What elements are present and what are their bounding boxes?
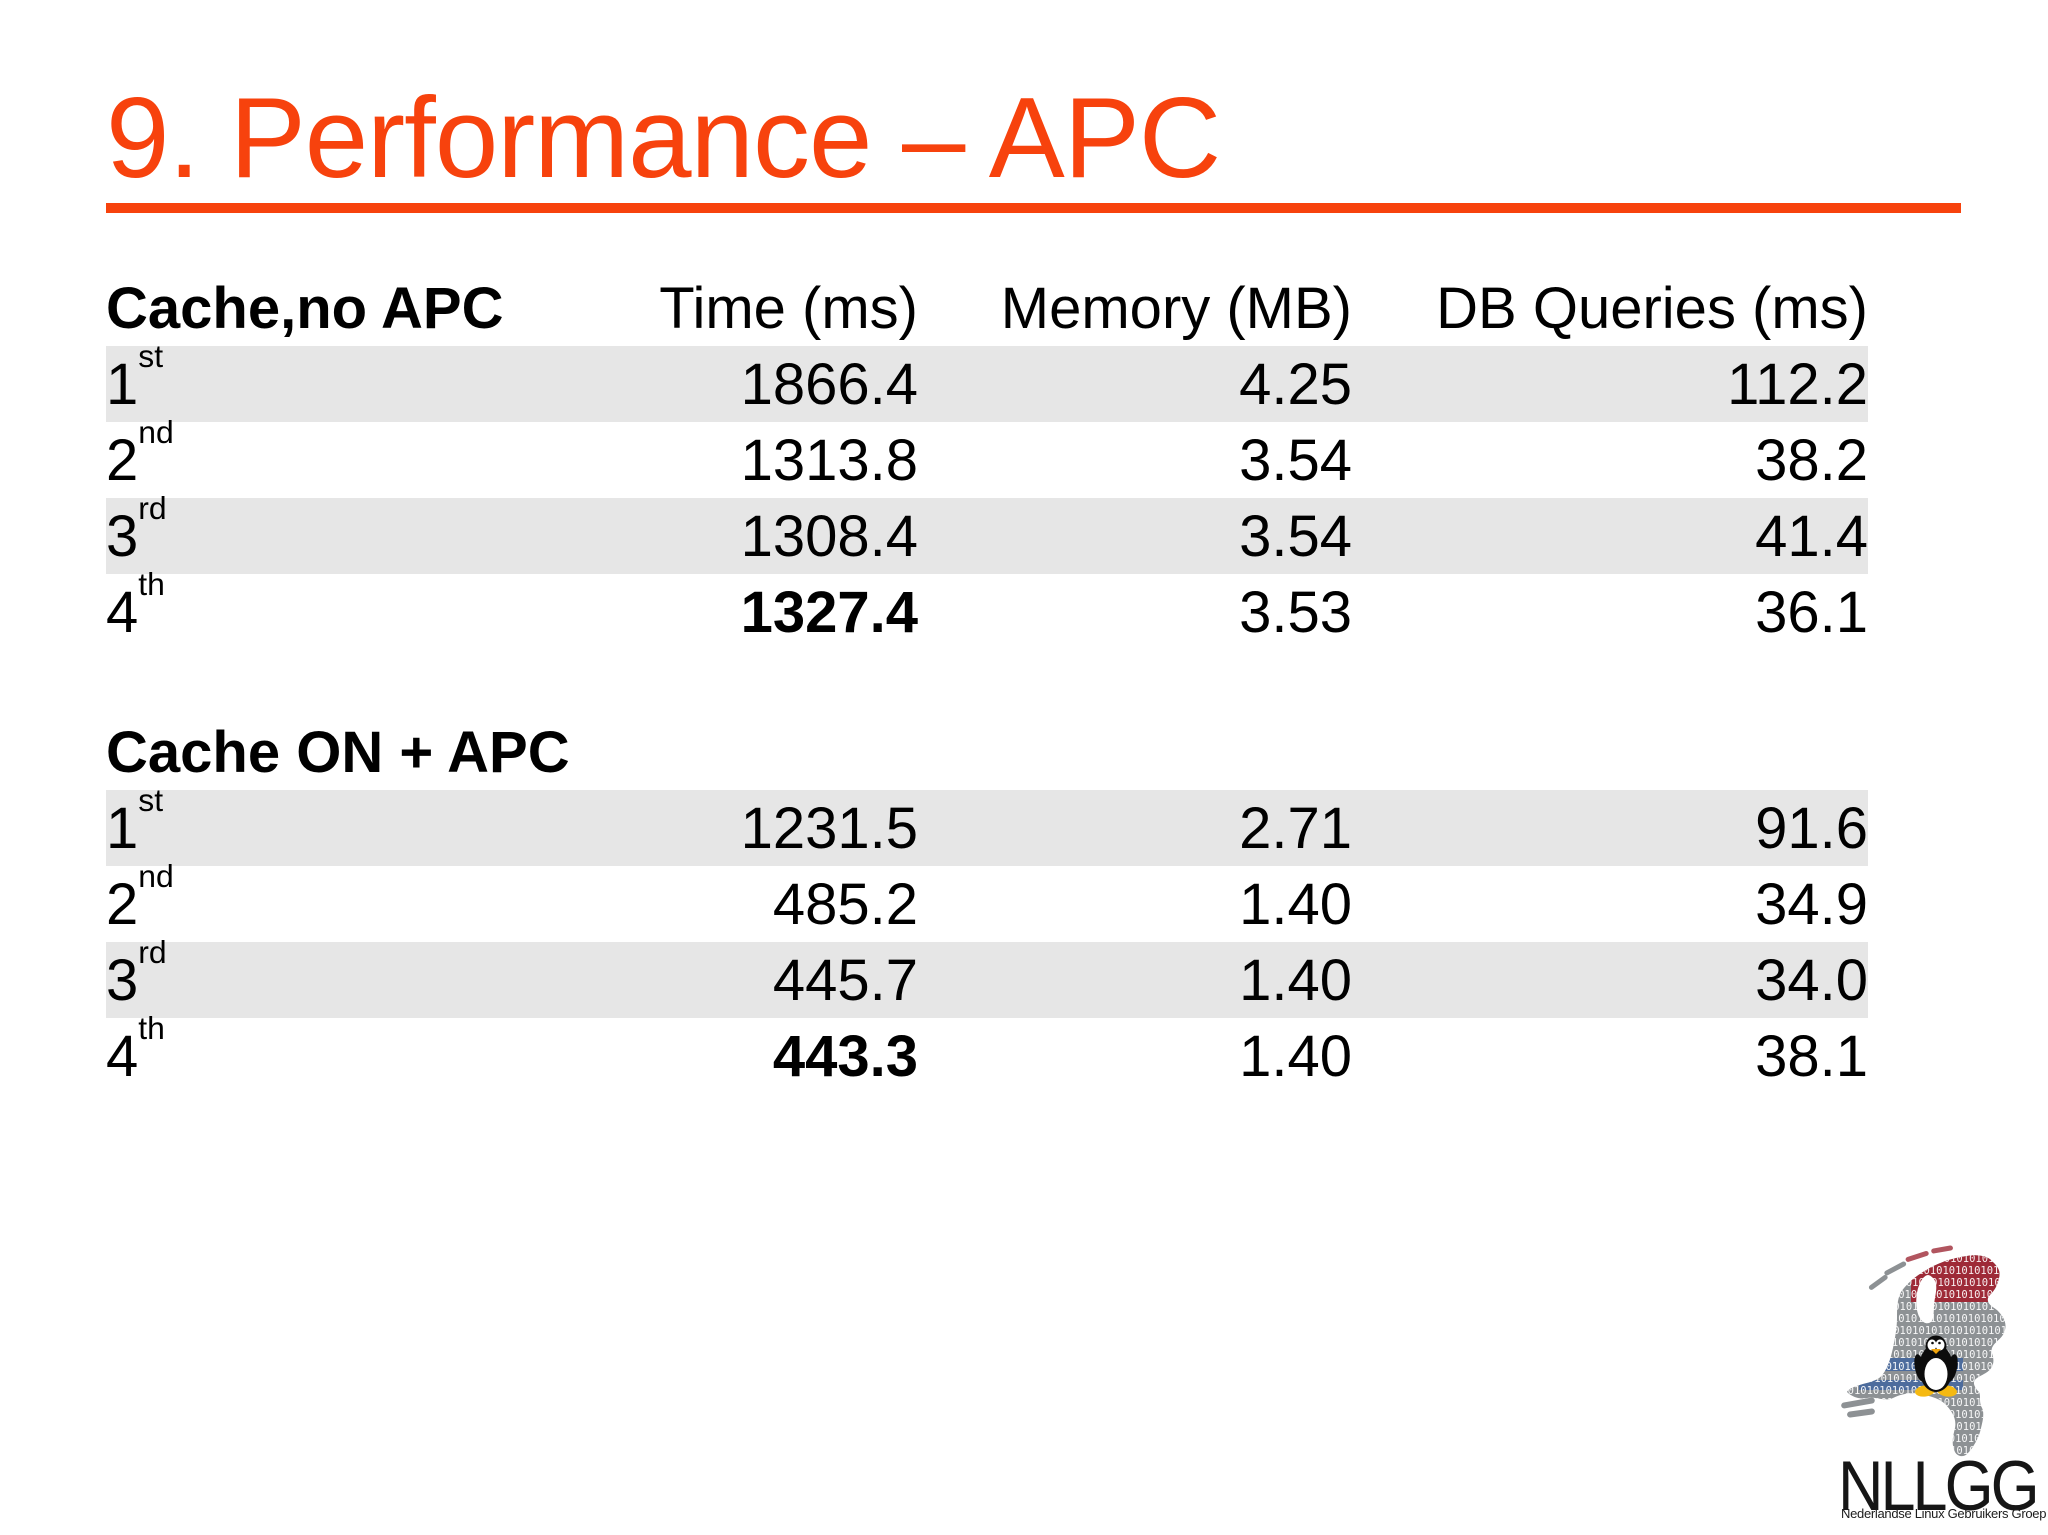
cell-db-queries: 41.4 bbox=[1755, 503, 1868, 569]
cell-db-queries: 38.2 bbox=[1755, 427, 1868, 493]
rank-suffix: th bbox=[138, 566, 165, 603]
rank-number: 3 bbox=[106, 947, 139, 1013]
cell-db-queries: 112.2 bbox=[1727, 351, 1868, 417]
zeeland-island bbox=[1841, 1397, 1875, 1409]
rank-suffix: rd bbox=[138, 934, 167, 971]
rank-number: 1 bbox=[106, 351, 139, 417]
zeeland-island bbox=[1847, 1408, 1875, 1418]
cell-db-queries: 36.1 bbox=[1755, 579, 1868, 645]
table-cache-no-apc: Cache,no APC Time (ms) Memory (MB) DB Qu… bbox=[106, 270, 1868, 650]
wadden-island bbox=[1868, 1274, 1888, 1290]
cell-memory: 3.53 bbox=[1239, 579, 1352, 645]
cell-db-queries: 34.0 bbox=[1755, 947, 1868, 1013]
nllgg-tagline: Nederlandse Linux Gebruikers Groep bbox=[1841, 1506, 2047, 1521]
rank-number: 2 bbox=[106, 871, 139, 937]
rank-suffix: rd bbox=[138, 490, 167, 527]
table-row: 3rd 445.7 1.40 34.0 bbox=[106, 934, 1868, 1018]
row-rank: 3rd bbox=[106, 934, 486, 1014]
rank-suffix: st bbox=[138, 338, 164, 375]
row-rank: 3rd bbox=[106, 490, 486, 570]
page-title: 9. Performance – APC bbox=[106, 75, 1221, 202]
rank-number: 3 bbox=[106, 503, 139, 569]
cell-memory: 1.40 bbox=[1239, 871, 1352, 937]
cell-time: 485.2 bbox=[772, 871, 918, 937]
cell-time: 1327.4 bbox=[740, 579, 918, 645]
column-header-time: Time (ms) bbox=[659, 275, 918, 341]
row-rank: 1st bbox=[106, 338, 486, 418]
ijsselmeer-lake bbox=[1916, 1275, 1937, 1324]
tux-icon bbox=[1914, 1335, 1958, 1397]
column-header-memory: Memory (MB) bbox=[1000, 275, 1352, 341]
wadden-island bbox=[1931, 1245, 1953, 1254]
rank-number: 2 bbox=[106, 427, 139, 493]
cell-time: 1866.4 bbox=[740, 351, 918, 417]
table-row: 4th 443.3 1.40 38.1 bbox=[106, 1010, 1868, 1094]
title-underline bbox=[106, 203, 1961, 213]
cell-time: 445.7 bbox=[772, 947, 918, 1013]
rank-suffix: nd bbox=[138, 414, 174, 451]
table-row: 2nd 1313.8 3.54 38.2 bbox=[106, 414, 1868, 498]
row-rank: 1st bbox=[106, 782, 486, 862]
cell-db-queries: 91.6 bbox=[1755, 795, 1868, 861]
table-label: Cache ON + APC bbox=[106, 719, 570, 785]
table-header-row: Cache,no APC Time (ms) Memory (MB) DB Qu… bbox=[106, 270, 1868, 346]
table-row: 3rd 1308.4 3.54 41.4 bbox=[106, 490, 1868, 574]
rank-number: 4 bbox=[106, 1023, 139, 1089]
cell-memory: 3.54 bbox=[1239, 427, 1352, 493]
column-header-db-queries: DB Queries (ms) bbox=[1436, 275, 1868, 341]
nllgg-wordmark: NLLGG bbox=[1838, 1447, 2040, 1526]
row-rank: 2nd bbox=[106, 858, 486, 938]
rank-number: 1 bbox=[106, 795, 139, 861]
table-header-row: Cache ON + APC bbox=[106, 714, 1868, 790]
row-rank: 4th bbox=[106, 1010, 486, 1090]
table-row: 2nd 485.2 1.40 34.9 bbox=[106, 858, 1868, 942]
cell-time: 1231.5 bbox=[740, 795, 918, 861]
cell-time: 1313.8 bbox=[740, 427, 918, 493]
table-row: 1st 1231.5 2.71 91.6 bbox=[106, 782, 1868, 866]
rank-suffix: nd bbox=[138, 858, 174, 895]
cell-memory: 2.71 bbox=[1239, 795, 1352, 861]
rank-number: 4 bbox=[106, 579, 139, 645]
rank-suffix: st bbox=[138, 782, 164, 819]
table-cache-on-apc: Cache ON + APC 1st 1231.5 2.71 91.6 2nd … bbox=[106, 714, 1868, 1094]
cell-memory: 1.40 bbox=[1239, 1023, 1352, 1089]
table-label: Cache,no APC bbox=[106, 275, 504, 341]
table-row: 1st 1866.4 4.25 112.2 bbox=[106, 338, 1868, 422]
row-rank: 4th bbox=[106, 566, 486, 646]
cell-memory: 1.40 bbox=[1239, 947, 1352, 1013]
cell-memory: 4.25 bbox=[1239, 351, 1352, 417]
rank-suffix: th bbox=[138, 1010, 165, 1047]
cell-memory: 3.54 bbox=[1239, 503, 1352, 569]
cell-db-queries: 38.1 bbox=[1755, 1023, 1868, 1089]
wadden-island bbox=[1884, 1261, 1907, 1276]
cell-time: 443.3 bbox=[772, 1023, 918, 1089]
wadden-island bbox=[1905, 1251, 1929, 1262]
cell-time: 1308.4 bbox=[740, 503, 918, 569]
cell-db-queries: 34.9 bbox=[1755, 871, 1868, 937]
row-rank: 2nd bbox=[106, 414, 486, 494]
table-row: 4th 1327.4 3.53 36.1 bbox=[106, 566, 1868, 650]
